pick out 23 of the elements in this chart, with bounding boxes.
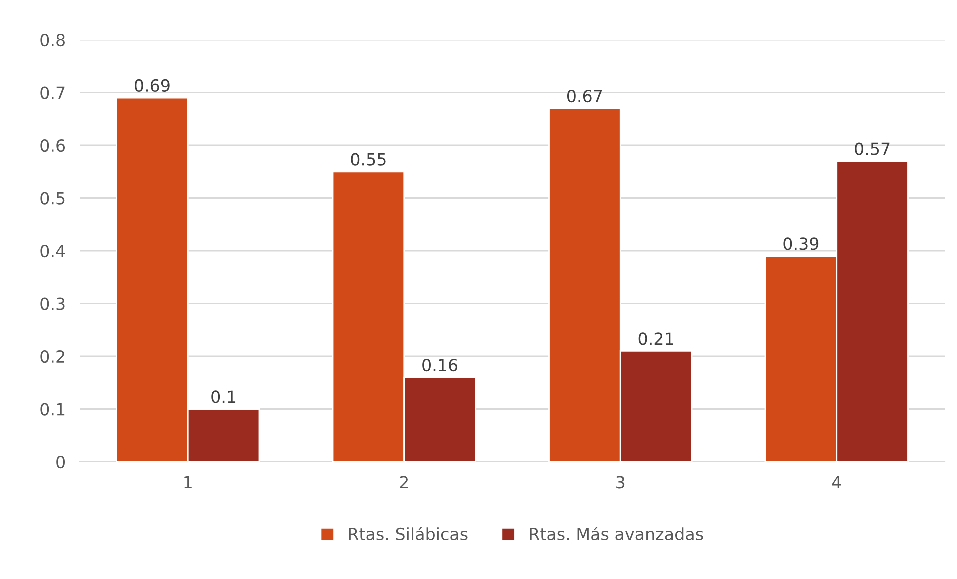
x-tick-label: 3 <box>616 476 625 489</box>
x-tick-label: 1 <box>184 476 192 489</box>
y-tick-label: 0.1 <box>40 403 65 416</box>
data-label: 0.57 <box>855 142 890 156</box>
data-label: 0.39 <box>784 238 819 250</box>
data-label: 0.16 <box>422 358 458 372</box>
data-label: 0.67 <box>567 90 602 103</box>
legend-label: Rtas. Más avanzadas <box>530 526 704 541</box>
data-label: 0.69 <box>134 79 170 92</box>
y-tick-label: 0 <box>56 456 66 469</box>
x-tick-label: 4 <box>832 476 842 489</box>
y-tick-label: 0.3 <box>40 298 65 310</box>
data-label: 0.1 <box>212 390 236 404</box>
legend-label: Rtas. Silábicas <box>349 526 468 541</box>
y-tick-label: 0.2 <box>40 350 64 364</box>
data-label: 0.21 <box>638 332 674 346</box>
y-tick-label: 0.6 <box>40 139 66 152</box>
y-tick-label: 0.5 <box>40 192 65 205</box>
data-label: 0.55 <box>351 153 386 166</box>
y-tick-label: 0.4 <box>40 244 66 258</box>
y-tick-label: 0.8 <box>40 34 65 47</box>
x-tick-label: 2 <box>400 476 408 489</box>
y-tick-label: 0.7 <box>40 86 65 100</box>
